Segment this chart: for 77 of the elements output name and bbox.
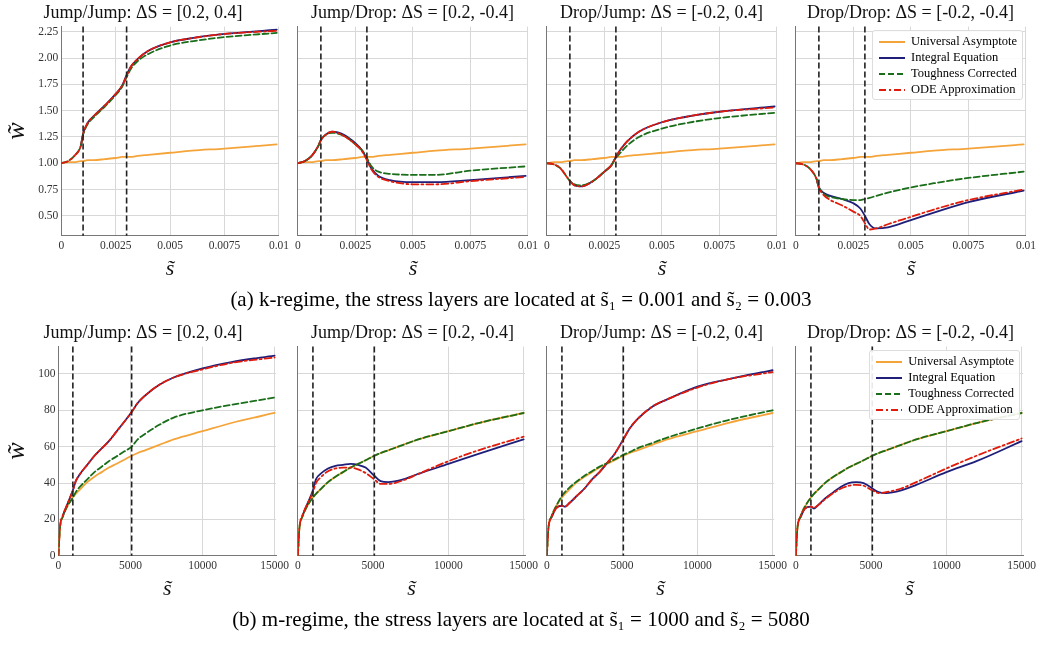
x-tick-label: 0.0025 bbox=[588, 238, 621, 251]
y-tick-label: 20 bbox=[43, 512, 56, 525]
x-tick-label: 0 bbox=[793, 238, 799, 251]
x-tick-label: 0.0025 bbox=[339, 238, 372, 251]
x-axis-title: s̃ bbox=[162, 574, 173, 600]
x-axis-title: s̃ bbox=[905, 574, 915, 600]
legend-label: Integral Equation bbox=[911, 49, 999, 64]
x-tick-label: 0.0075 bbox=[703, 238, 736, 251]
x-tick-label: 0.0025 bbox=[837, 238, 870, 251]
y-tick-label: 2.00 bbox=[38, 51, 59, 64]
x-tick-label: 0.01 bbox=[268, 238, 290, 251]
y-tick-label: 60 bbox=[43, 439, 56, 452]
y-tick-label: 80 bbox=[43, 403, 56, 416]
text: (a) k-regime, the stress layers are located at s̃₁ = 0.001 and s̃₂ = 0.003 bbox=[229, 286, 813, 313]
chart-title: Jump/Jump: ΔS = [0.2, 0.4] bbox=[43, 1, 243, 22]
x-tick-label: 5000 bbox=[118, 558, 143, 571]
y-tick-label: 1.25 bbox=[38, 130, 59, 142]
legend-label: Toughness Corrected bbox=[911, 65, 1017, 80]
x-tick-label: 0 bbox=[793, 558, 799, 571]
x-axis-title: s̃ bbox=[165, 254, 176, 280]
chart-title: Jump/Drop: ΔS = [0.2, -0.4] bbox=[310, 1, 515, 22]
x-tick-label: 5000 bbox=[859, 558, 883, 571]
x-tick-label: 15000 bbox=[758, 558, 788, 571]
x-tick-label: 15000 bbox=[1007, 558, 1037, 571]
x-tick-label: 0 bbox=[544, 558, 550, 571]
y-tick-label: 0 bbox=[49, 548, 56, 561]
x-tick-label: 15000 bbox=[260, 558, 290, 571]
line-series bbox=[61, 143, 278, 165]
y-axis-title: w̃ bbox=[1, 121, 31, 140]
x-tick-label: 15000 bbox=[509, 558, 539, 571]
x-tick-label: 0.0075 bbox=[208, 238, 241, 251]
x-tick-label: 10000 bbox=[188, 558, 218, 571]
x-tick-label: 0.01 bbox=[1015, 238, 1037, 251]
legend-label: Universal Asymptote bbox=[908, 353, 1015, 368]
x-tick-label: 0.005 bbox=[648, 238, 676, 251]
x-tick-label: 0.0075 bbox=[454, 238, 487, 251]
x-tick-label: 0.005 bbox=[157, 238, 184, 251]
x-tick-label: 0.01 bbox=[517, 238, 539, 251]
chart-title: Jump/Drop: ΔS = [0.2, -0.4] bbox=[310, 321, 515, 342]
x-tick-label: 0.01 bbox=[766, 238, 788, 251]
x-tick-label: 5000 bbox=[610, 558, 634, 571]
y-tick-label: 1.50 bbox=[38, 103, 59, 116]
x-tick-label: 0.005 bbox=[399, 238, 427, 251]
y-tick-label: 0.75 bbox=[38, 182, 59, 195]
legend-label: ODE Approximation bbox=[908, 401, 1013, 416]
x-tick-label: 5000 bbox=[361, 558, 385, 571]
legend-label: ODE Approximation bbox=[911, 81, 1016, 96]
x-tick-label: 0.0075 bbox=[952, 238, 985, 251]
y-tick-label: 40 bbox=[43, 476, 56, 489]
chart-title: Drop/Drop: ΔS = [-0.2, -0.4] bbox=[806, 1, 1015, 22]
chart-title: Drop/Jump: ΔS = [-0.2, 0.4] bbox=[559, 321, 764, 342]
x-tick-label: 0.005 bbox=[897, 238, 925, 251]
chart-title: Jump/Jump: ΔS = [0.2, 0.4] bbox=[43, 321, 243, 342]
y-axis-title: w̃ bbox=[1, 441, 31, 460]
x-tick-label: 10000 bbox=[433, 558, 463, 571]
x-axis-title: s̃ bbox=[656, 574, 666, 600]
x-axis-title: s̃ bbox=[407, 574, 417, 600]
y-tick-label: 1.75 bbox=[38, 77, 59, 90]
x-tick-label: 0 bbox=[295, 558, 301, 571]
y-tick-label: 2.25 bbox=[38, 24, 59, 37]
x-axis-title: s̃ bbox=[657, 254, 668, 280]
x-axis-title: s̃ bbox=[906, 254, 917, 280]
legend-label: Universal Asymptote bbox=[911, 33, 1017, 48]
legend-label: Toughness Corrected bbox=[908, 385, 1014, 400]
chart-title: Drop/Drop: ΔS = [-0.2, -0.4] bbox=[806, 321, 1015, 342]
x-tick-label: 0 bbox=[295, 238, 301, 251]
y-tick-label: 0.50 bbox=[38, 208, 59, 221]
x-tick-label: 10000 bbox=[931, 558, 961, 571]
x-tick-label: 0.0025 bbox=[99, 238, 132, 251]
x-tick-label: 10000 bbox=[682, 558, 712, 571]
x-axis-title: s̃ bbox=[408, 254, 419, 280]
legend-label: Integral Equation bbox=[908, 369, 996, 384]
x-tick-label: 0 bbox=[544, 238, 550, 251]
y-tick-label: 100 bbox=[38, 366, 56, 379]
text: (b) m-regime, the stress layers are located at s̃₁ = 1000 and s̃₂ = 5080 bbox=[231, 606, 811, 633]
chart-title: Drop/Jump: ΔS = [-0.2, 0.4] bbox=[559, 1, 764, 22]
y-tick-label: 1.00 bbox=[38, 156, 59, 169]
